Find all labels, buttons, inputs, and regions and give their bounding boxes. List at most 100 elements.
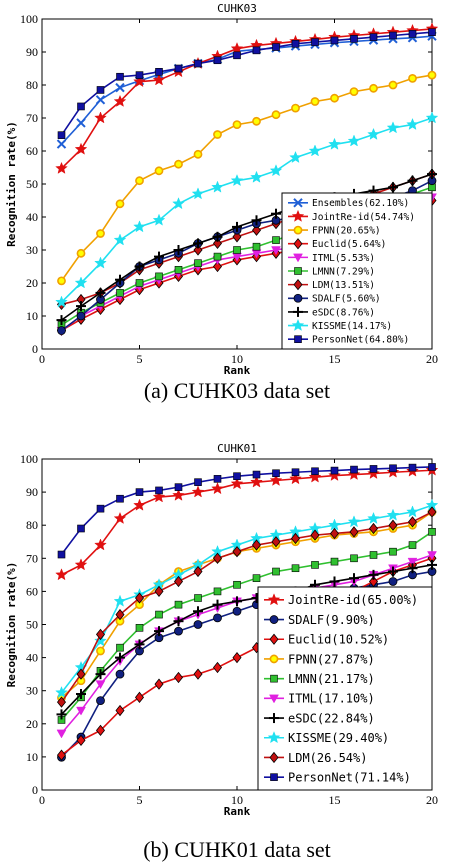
data-point bbox=[271, 246, 281, 256]
data-point bbox=[212, 661, 223, 674]
data-point bbox=[250, 475, 263, 488]
data-point bbox=[133, 498, 146, 511]
data-point bbox=[368, 569, 379, 580]
legend-label: FPNN(20.65%) bbox=[312, 226, 381, 237]
x-tick-label: 5 bbox=[137, 793, 143, 807]
data-point bbox=[330, 466, 339, 475]
data-point bbox=[113, 94, 127, 107]
data-point bbox=[155, 68, 163, 76]
legend-item-kissme-29-40: KISSME(29.40%) bbox=[264, 731, 389, 745]
data-point bbox=[213, 587, 222, 596]
legend-marker bbox=[269, 751, 279, 764]
y-axis-label: Recognition rate(%) bbox=[5, 121, 18, 247]
y-tick-label: 20 bbox=[26, 717, 38, 731]
data-point bbox=[212, 599, 223, 610]
data-point bbox=[135, 624, 144, 632]
data-point bbox=[388, 577, 398, 586]
series-ldm-26-54 bbox=[56, 506, 437, 708]
data-point bbox=[154, 251, 164, 262]
legend-marker bbox=[291, 318, 305, 331]
data-point bbox=[57, 550, 66, 559]
data-point bbox=[194, 594, 202, 602]
data-point bbox=[94, 634, 107, 647]
legend-marker bbox=[270, 773, 278, 781]
legend-item-ldm-26-54: LDM(26.54%) bbox=[264, 751, 367, 765]
data-point bbox=[95, 680, 106, 690]
legend-marker bbox=[269, 654, 279, 664]
data-point bbox=[193, 238, 203, 249]
chart-cuhk03: 0 5 10 15 20 0 10 20 30 40 50 60 70 80 90 100 CUHK03 Rank… bbox=[5, 2, 439, 377]
legend-label: Euclid(10.52%) bbox=[288, 633, 389, 647]
legend-item-euclid-5-64: Euclid(5.64%) bbox=[288, 238, 386, 250]
legend-label: SDALF(9.90%) bbox=[288, 613, 375, 627]
data-point bbox=[349, 87, 359, 96]
data-point bbox=[388, 519, 398, 531]
legend-item-sdalf-5-60: SDALF(5.60%) bbox=[288, 294, 381, 305]
data-point bbox=[212, 231, 223, 242]
legend-marker bbox=[269, 633, 279, 645]
data-point bbox=[155, 486, 163, 495]
legend-marker bbox=[293, 293, 303, 303]
data-point bbox=[367, 127, 380, 140]
x-tick-label: 5 bbox=[137, 352, 143, 366]
data-point bbox=[55, 161, 68, 174]
legend-label: LDM(26.54%) bbox=[288, 751, 367, 765]
data-point bbox=[252, 46, 261, 55]
data-point bbox=[152, 73, 166, 86]
data-point bbox=[347, 134, 361, 147]
data-point bbox=[252, 574, 261, 582]
data-point bbox=[76, 248, 86, 258]
legend-item-kissme-14-17: KISSME(14.17%) bbox=[288, 318, 392, 332]
data-point bbox=[193, 149, 203, 159]
x-tick-label: 0 bbox=[39, 793, 45, 807]
data-point bbox=[233, 246, 241, 254]
data-point bbox=[172, 488, 185, 501]
data-point bbox=[427, 559, 437, 570]
data-point bbox=[308, 470, 322, 483]
legend-item-esdc-22-84: eSDC(22.84%) bbox=[264, 711, 375, 725]
data-point bbox=[311, 561, 319, 569]
data-point bbox=[329, 576, 340, 587]
data-point bbox=[174, 600, 183, 609]
data-point bbox=[57, 131, 66, 139]
data-point bbox=[174, 64, 183, 73]
data-point bbox=[389, 547, 397, 556]
y-tick-label: 50 bbox=[26, 618, 38, 632]
y-tick-label: 40 bbox=[26, 651, 38, 665]
data-point bbox=[154, 678, 164, 690]
data-point bbox=[56, 139, 67, 149]
data-point bbox=[116, 643, 124, 652]
data-point bbox=[428, 28, 436, 37]
y-tick-label: 90 bbox=[26, 485, 38, 499]
data-point bbox=[330, 93, 339, 103]
data-point bbox=[272, 43, 280, 51]
data-point bbox=[425, 111, 439, 124]
legend-marker bbox=[291, 209, 305, 222]
legend-marker bbox=[294, 267, 302, 275]
data-point bbox=[96, 646, 105, 656]
caption-b: (b) CUHK01 data set bbox=[143, 837, 331, 862]
x-axis-label: Rank bbox=[224, 364, 251, 377]
legend-marker bbox=[269, 694, 279, 704]
data-point bbox=[251, 224, 262, 236]
y-tick-label: 0 bbox=[32, 342, 38, 356]
data-point bbox=[76, 706, 86, 716]
data-point bbox=[94, 538, 107, 551]
data-point bbox=[213, 130, 222, 139]
data-point bbox=[427, 70, 437, 80]
data-point bbox=[172, 197, 185, 210]
data-point bbox=[388, 80, 398, 90]
data-point bbox=[135, 176, 144, 186]
data-point bbox=[252, 242, 261, 251]
data-point bbox=[135, 71, 144, 79]
data-point bbox=[135, 488, 144, 496]
data-point bbox=[232, 596, 242, 607]
data-point bbox=[252, 470, 261, 479]
data-point bbox=[155, 272, 163, 281]
legend-marker bbox=[267, 593, 281, 606]
data-point bbox=[113, 511, 127, 524]
data-point bbox=[369, 465, 378, 473]
data-point bbox=[271, 536, 281, 548]
y-tick-label: 100 bbox=[20, 452, 38, 466]
